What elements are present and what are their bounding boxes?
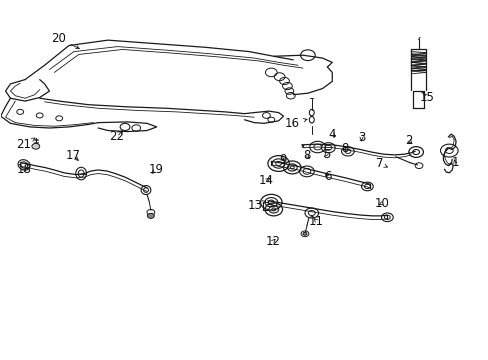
Text: 13: 13	[247, 199, 265, 212]
Text: 17: 17	[65, 149, 80, 162]
Text: 18: 18	[17, 163, 31, 176]
Text: 6: 6	[323, 170, 330, 183]
Text: 9: 9	[278, 153, 285, 166]
Circle shape	[303, 232, 306, 235]
Circle shape	[32, 143, 40, 149]
Text: 1: 1	[450, 156, 458, 169]
Text: 21: 21	[17, 138, 35, 150]
Text: 14: 14	[259, 174, 273, 187]
Circle shape	[147, 213, 154, 219]
Text: 11: 11	[308, 215, 324, 228]
Text: 12: 12	[264, 235, 280, 248]
Text: 8: 8	[340, 142, 347, 155]
Text: 10: 10	[374, 197, 388, 210]
Text: 8: 8	[303, 149, 310, 162]
Text: 22: 22	[109, 130, 124, 144]
Text: 7: 7	[376, 157, 386, 170]
Text: 19: 19	[148, 163, 163, 176]
Text: 3: 3	[357, 131, 365, 144]
Text: 16: 16	[284, 117, 306, 130]
Text: 4: 4	[328, 127, 335, 141]
Text: 5: 5	[322, 148, 329, 161]
Text: 20: 20	[51, 32, 79, 49]
Text: 15: 15	[419, 91, 434, 104]
Text: 2: 2	[405, 134, 412, 147]
